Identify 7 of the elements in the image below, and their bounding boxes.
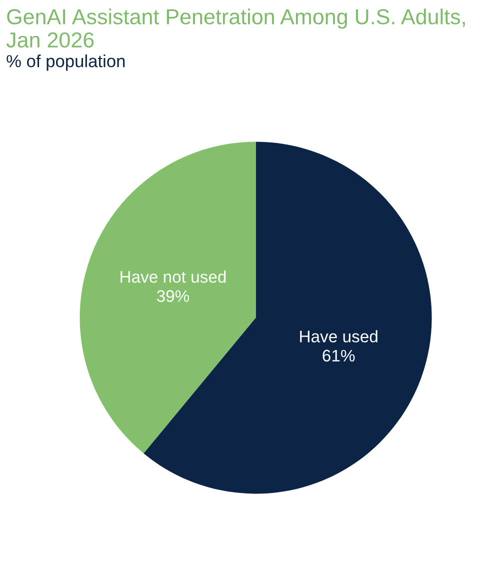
chart-subtitle: % of population bbox=[6, 54, 125, 71]
slice-label: Have used bbox=[300, 330, 378, 342]
pie-slice bbox=[80, 142, 256, 454]
slice-label: Have not used bbox=[120, 270, 226, 283]
data-label: 61% bbox=[322, 350, 355, 362]
chart-title: GenAI Assistant Penetration Among U.S. Adults, Jan 2026 bbox=[6, 8, 465, 48]
data-label: 39% bbox=[156, 290, 190, 302]
